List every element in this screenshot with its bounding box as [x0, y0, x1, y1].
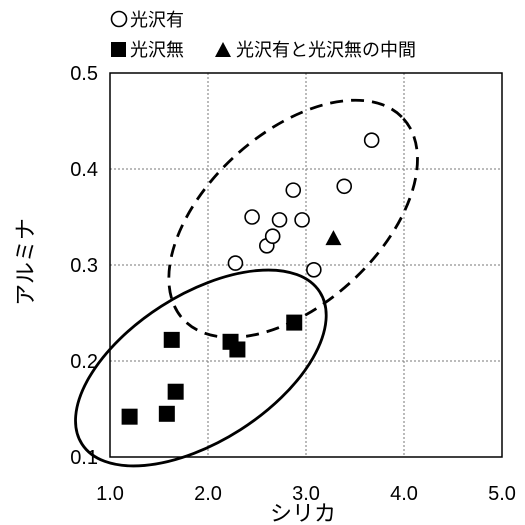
- x-tick-label: 5.0: [488, 483, 516, 505]
- glossy-data-point: [336, 178, 353, 195]
- y-tick-label: 0.4: [70, 159, 98, 181]
- glossy-data-point: [244, 209, 260, 225]
- glossy-data-point: [294, 212, 310, 228]
- glossy-data-point: [306, 261, 322, 278]
- legend-entry-glossy: 光沢有: [110, 10, 184, 31]
- legend-label-intermediate: 光沢有と光沢無の中間: [236, 40, 416, 61]
- legend-label-glossy: 光沢有: [130, 10, 184, 31]
- matte-data-point: [163, 331, 180, 348]
- group-ellipses: [74, 98, 419, 468]
- intermediate-data-point: [325, 230, 342, 246]
- y-tick-label: 0.3: [70, 255, 98, 277]
- matte-data-point: [229, 341, 246, 358]
- legend-entry-intermediate: 光沢有と光沢無の中間: [215, 40, 416, 61]
- y-axis-title: アルミナ: [14, 218, 39, 306]
- x-tick-label: 1.0: [96, 483, 124, 505]
- matte-data-point: [286, 314, 303, 331]
- plot-area-border: [109, 72, 503, 458]
- tick-labels: 1.0 2.0 3.0 4.0 5.0 0.1 0.2 0.3 0.4 0.5: [70, 63, 516, 505]
- glossy-data-point: [227, 255, 244, 271]
- data-points: [121, 132, 380, 425]
- gridlines: [110, 73, 502, 457]
- x-tick-label: 3.0: [292, 483, 320, 505]
- matte-data-point: [167, 383, 184, 400]
- matte-data-point: [121, 408, 138, 425]
- plot-frame: [109, 72, 503, 458]
- x-tick-label: 4.0: [390, 483, 418, 505]
- glossy-data-point: [285, 182, 302, 198]
- x-axis-title: シリカ: [270, 502, 336, 525]
- matte-data-point: [158, 405, 175, 422]
- legend-entry-matte: 光沢無: [111, 40, 184, 61]
- legend-label-matte: 光沢無: [130, 40, 184, 61]
- filled-square-legend-icon: [111, 42, 126, 57]
- glossy-data-point: [264, 228, 281, 244]
- x-tick-label: 2.0: [194, 483, 222, 505]
- filled-triangle-legend-icon: [215, 42, 231, 57]
- matte-group-solid-ellipse: [74, 268, 328, 468]
- y-tick-label: 0.5: [70, 63, 98, 85]
- legend: 光沢有 光沢無 光沢有と光沢無の中間: [110, 10, 416, 61]
- glossy-data-point: [363, 132, 380, 148]
- open-circle-legend-icon: [110, 10, 128, 28]
- y-tick-label: 0.1: [70, 447, 98, 469]
- y-tick-label: 0.2: [70, 351, 98, 373]
- glossy-data-point: [271, 212, 288, 228]
